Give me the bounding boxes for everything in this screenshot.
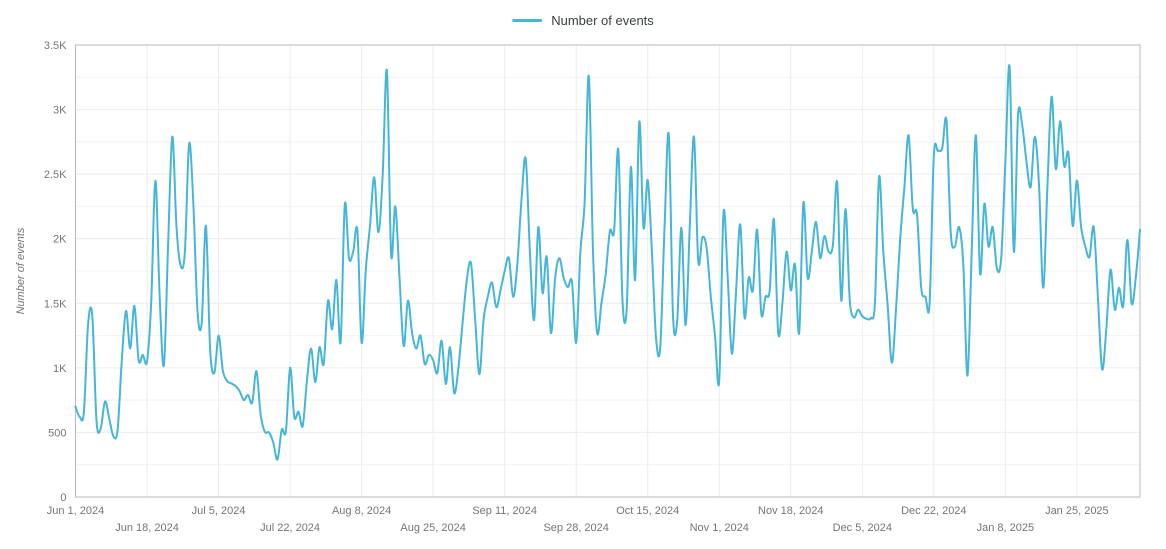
x-tick-label: Dec 5, 2024 [833, 522, 892, 534]
plot-border [75, 44, 1141, 498]
legend-label: Number of events [551, 13, 654, 28]
x-tick-label: Aug 8, 2024 [332, 505, 391, 517]
y-tick-label: 3K [53, 105, 67, 117]
x-tick-label: Nov 18, 2024 [758, 505, 823, 517]
x-tick-label: Jan 25, 2025 [1045, 505, 1109, 517]
x-tick-label: Sep 28, 2024 [543, 522, 608, 534]
y-tick-label: 2K [53, 234, 67, 246]
y-tick-label: 500 [48, 427, 66, 439]
x-tick-label: Sep 11, 2024 [472, 505, 537, 517]
x-tick-label: Dec 22, 2024 [901, 505, 966, 517]
x-tick-label: Jan 8, 2025 [977, 522, 1035, 534]
y-tick-label: 1K [53, 363, 67, 375]
x-tick-labels: Jun 1, 2024 Jun 18, 2024 Jul 5, 2024 Jul 22… [47, 505, 1109, 534]
chart-legend[interactable]: Number of events [512, 13, 654, 28]
x-tick-label: Aug 25, 2024 [400, 522, 465, 534]
x-tick-label: Jun 1, 2024 [47, 505, 105, 517]
x-gridlines [146, 45, 1078, 497]
x-tick-label: Jul 5, 2024 [192, 505, 246, 517]
y-tick-labels: 0 500 1K 1.5K 2K 2.5K 3K 3.5K [44, 40, 67, 504]
x-tick-label: Oct 15, 2024 [616, 505, 679, 517]
x-tick-label: Nov 1, 2024 [690, 522, 749, 534]
y-axis-title: Number of events [15, 227, 27, 314]
series-line-number-of-events[interactable] [74, 64, 1141, 461]
y-tick-label: 1.5K [44, 298, 67, 310]
y-tick-label: 3.5K [44, 40, 67, 52]
y-tick-label: 2.5K [44, 169, 67, 181]
y-tick-label: 0 [60, 492, 66, 504]
x-tick-label: Jul 22, 2024 [260, 522, 320, 534]
legend-line-swatch [512, 19, 543, 22]
x-tick-label: Jun 18, 2024 [115, 522, 179, 534]
